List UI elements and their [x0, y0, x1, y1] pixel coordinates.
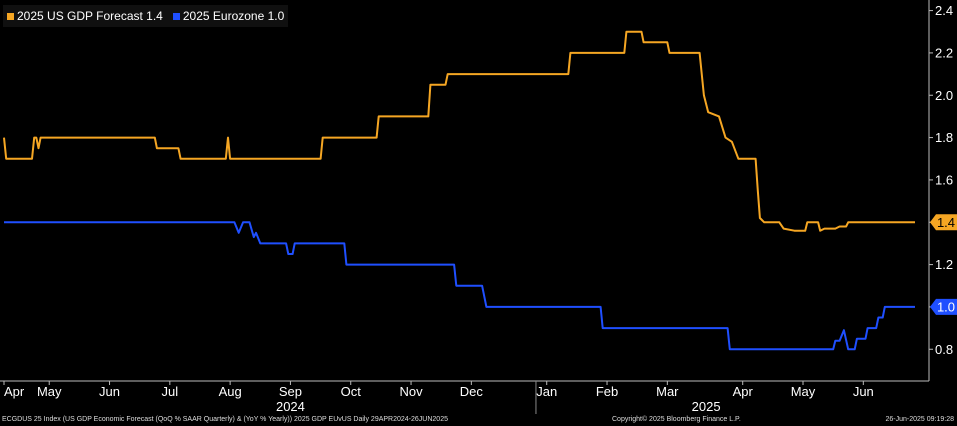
- y-tick-label: 1.6: [935, 172, 953, 187]
- x-tick-label: Dec: [460, 384, 484, 399]
- x-tick-label: Jun: [99, 384, 120, 399]
- last-value-label-1: 1.0: [937, 299, 955, 314]
- x-tick-label: Feb: [596, 384, 618, 399]
- footer: ECGDUS 25 Index (US GDP Economic Forecas…: [0, 416, 957, 426]
- x-tick-label: Apr: [4, 384, 25, 399]
- legend: 2025 US GDP Forecast 1.4 2025 Eurozone 1…: [3, 5, 289, 27]
- series-line-0: [3, 30, 915, 232]
- x-year-label: 2025: [692, 399, 721, 414]
- legend-label-us: 2025 US GDP Forecast 1.4: [17, 9, 163, 23]
- x-tick-label: Jan: [536, 384, 557, 399]
- x-tick-label: Jul: [162, 384, 179, 399]
- x-tick-label: Sep: [279, 384, 302, 399]
- legend-label-eurozone: 2025 Eurozone 1.0: [182, 9, 285, 23]
- legend-swatch-us: [7, 12, 14, 20]
- x-tick-label: May: [37, 384, 62, 399]
- y-tick-label: 2.4: [935, 3, 953, 18]
- y-axis: 0.8 1.0 1.2 1.4 1.6 1.8 2.0 2.2 2.4: [928, 0, 953, 381]
- footer-timestamp: 26-Jun-2025 09:19:28: [885, 416, 955, 423]
- x-tick-label: Nov: [399, 384, 423, 399]
- last-value-tag-1: [930, 298, 957, 315]
- last-value-label-0: 1.4: [937, 215, 955, 230]
- x-tick-label: May: [791, 384, 816, 399]
- x-tick-label: Apr: [733, 384, 754, 399]
- footer-source: ECGDUS 25 Index (US GDP Economic Forecas…: [2, 416, 448, 423]
- y-tick-label: 1.2: [935, 257, 953, 272]
- last-value-tags: 1.4 1.0: [930, 214, 957, 315]
- y-tick-label: 2.2: [935, 45, 953, 60]
- last-value-tag-0: [930, 214, 957, 231]
- series-lines: [3, 30, 915, 351]
- x-axis: Apr May Jun Jul Aug Sep Oct Nov Dec Jan Feb Mar Apr M…: [0, 380, 929, 414]
- x-year-label: 2024: [276, 399, 305, 414]
- y-tick-label: 2.0: [935, 88, 953, 103]
- y-tick-label: 0.8: [935, 342, 953, 357]
- x-tick-label: Oct: [341, 384, 362, 399]
- legend-swatch-eurozone: [172, 12, 180, 20]
- footer-copyright: Copyright© 2025 Bloomberg Finance L.P.: [612, 416, 741, 423]
- x-tick-label: Jun: [853, 384, 874, 399]
- series-line-1: [4, 221, 915, 351]
- x-tick-label: Aug: [219, 384, 242, 399]
- x-tick-label: Mar: [656, 384, 679, 399]
- y-tick-label: 1.8: [935, 130, 953, 145]
- legend-item-us: 2025 US GDP Forecast 1.4: [7, 9, 163, 23]
- legend-item-eurozone: 2025 Eurozone 1.0: [172, 9, 285, 23]
